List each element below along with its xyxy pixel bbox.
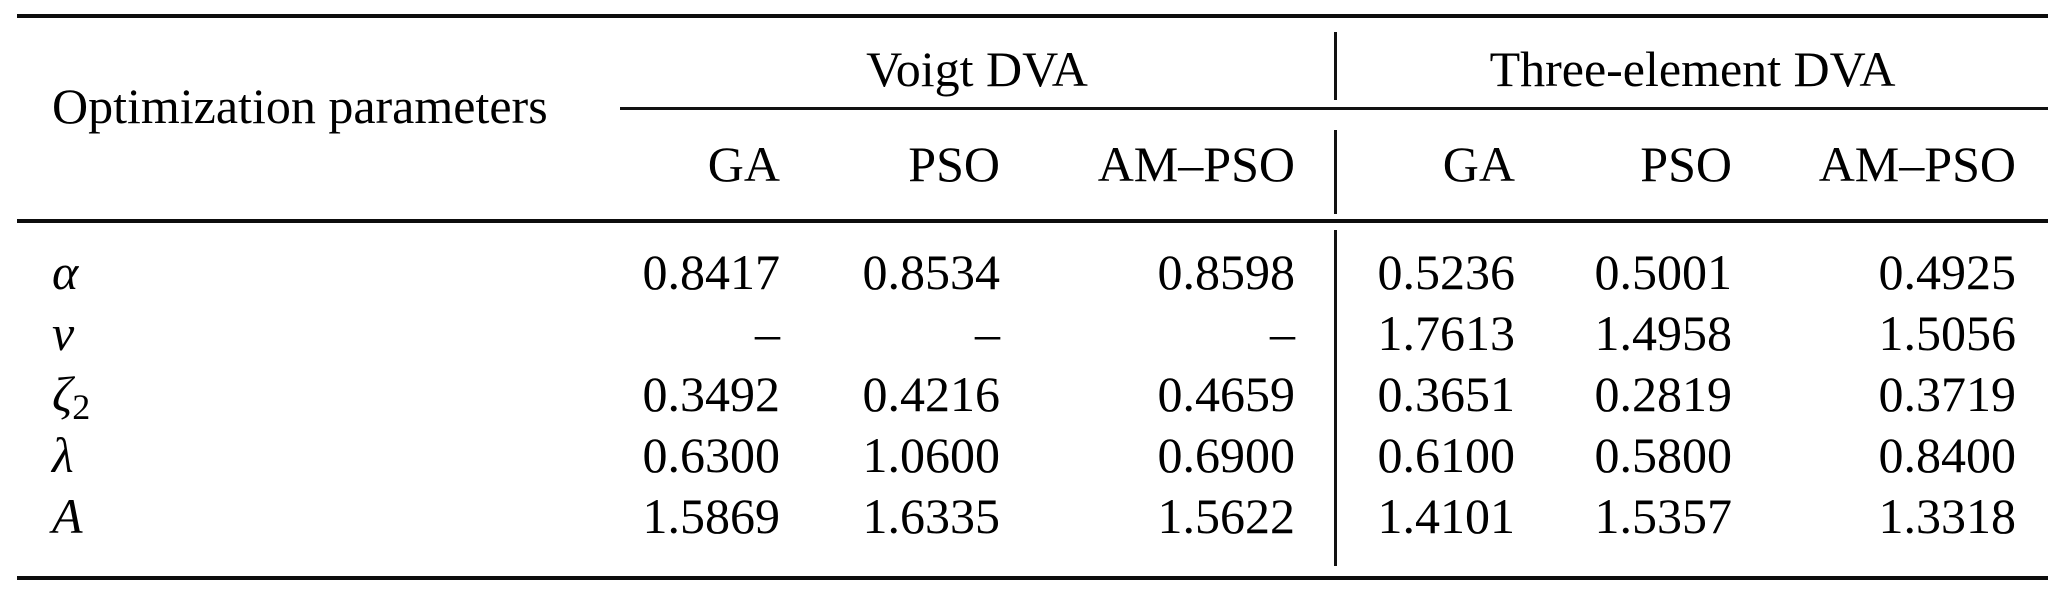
symbol-text: ζ — [52, 366, 73, 422]
value-cell: – — [1270, 305, 1295, 361]
stub-header: Optimization parameters — [52, 78, 548, 134]
value-cell: 1.5357 — [1594, 488, 1733, 544]
column-header-voigt-am-pso: AM–PSO — [1097, 136, 1295, 192]
value-cell: 0.5236 — [1377, 244, 1516, 300]
group-header-voigt-dva: Voigt DVA — [866, 41, 1088, 97]
group-divider-header-bottom — [1334, 130, 1337, 214]
value-cell: 0.5001 — [1594, 244, 1733, 300]
row-symbol-alpha: α — [52, 244, 78, 300]
column-header-voigt-pso: PSO — [908, 136, 1000, 192]
value-cell: 0.6300 — [642, 427, 781, 483]
column-header-three-pso: PSO — [1640, 136, 1732, 192]
value-cell: 1.4101 — [1377, 488, 1516, 544]
value-cell: – — [975, 305, 1000, 361]
row-symbol-v: v — [52, 305, 74, 361]
value-cell: 1.5622 — [1157, 488, 1296, 544]
group-divider-body — [1334, 230, 1337, 566]
group-divider-header-top — [1334, 32, 1337, 100]
group-header-three-element-dva: Three-element DVA — [1489, 41, 1896, 97]
column-header-three-am-pso: AM–PSO — [1818, 136, 2016, 192]
symbol-text: v — [52, 305, 75, 361]
value-cell: – — [755, 305, 780, 361]
value-cell: 0.4925 — [1878, 244, 2017, 300]
column-header-voigt-ga: GA — [707, 136, 780, 192]
symbol-text: α — [52, 244, 79, 300]
table-bottom-rule — [17, 576, 2048, 580]
value-cell: 1.0600 — [862, 427, 1001, 483]
value-cell: 0.8417 — [642, 244, 781, 300]
value-cell: 0.4216 — [862, 366, 1001, 422]
value-cell: 1.4958 — [1594, 305, 1733, 361]
value-cell: 0.3492 — [642, 366, 781, 422]
symbol-subscript: 2 — [72, 386, 91, 427]
table-top-rule — [17, 14, 2048, 18]
group-header-underline — [620, 107, 2048, 110]
value-cell: 1.6335 — [862, 488, 1001, 544]
value-cell: 1.3318 — [1878, 488, 2017, 544]
value-cell: 0.5800 — [1594, 427, 1733, 483]
row-symbol-lambda: λ — [52, 427, 74, 483]
value-cell: 0.3719 — [1878, 366, 2017, 422]
value-cell: 1.7613 — [1377, 305, 1516, 361]
value-cell: 1.5056 — [1878, 305, 2017, 361]
value-cell: 0.4659 — [1157, 366, 1296, 422]
value-cell: 0.8598 — [1157, 244, 1296, 300]
row-symbol-zeta2: ζ2 — [52, 366, 90, 425]
value-cell: 0.6900 — [1157, 427, 1296, 483]
symbol-text: A — [52, 488, 83, 544]
value-cell: 0.6100 — [1377, 427, 1516, 483]
header-bottom-rule — [17, 219, 2048, 223]
symbol-text: λ — [52, 427, 74, 483]
value-cell: 0.3651 — [1377, 366, 1516, 422]
column-header-three-ga: GA — [1442, 136, 1515, 192]
value-cell: 0.2819 — [1594, 366, 1733, 422]
value-cell: 1.5869 — [642, 488, 781, 544]
row-symbol-A: A — [52, 488, 83, 544]
value-cell: 0.8534 — [862, 244, 1001, 300]
value-cell: 0.8400 — [1878, 427, 2017, 483]
